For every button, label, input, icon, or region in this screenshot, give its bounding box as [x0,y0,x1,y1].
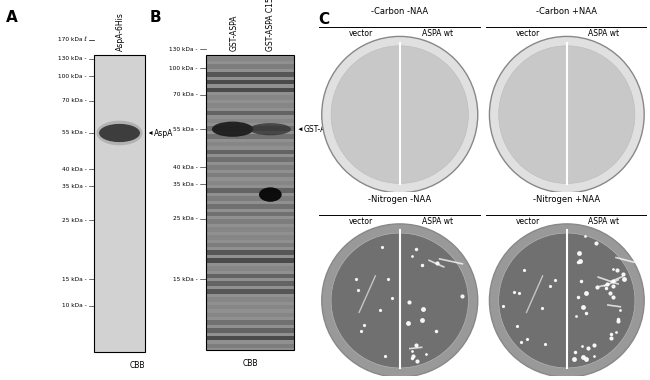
Text: 40 kDa -: 40 kDa - [173,165,198,170]
Text: 55 kDa -: 55 kDa - [62,130,86,136]
Bar [206,243,294,247]
Bar [206,305,294,309]
Text: 70 kDa -: 70 kDa - [173,92,198,98]
Bar [206,258,294,263]
Ellipse shape [489,224,644,377]
Text: 15 kDa -: 15 kDa - [173,277,198,282]
Bar [206,134,294,139]
Text: GST-ASPA C152W: GST-ASPA C152W [266,0,276,51]
Bar [206,142,294,146]
Text: 35 kDa -: 35 kDa - [62,184,86,189]
Ellipse shape [489,36,644,193]
Text: 130 kDa -: 130 kDa - [170,47,198,52]
Text: vector: vector [516,217,540,226]
Bar [206,220,294,224]
Bar [206,274,294,278]
Ellipse shape [322,36,478,193]
Text: 170 kDa ℓ: 170 kDa ℓ [58,37,86,43]
Ellipse shape [499,233,635,368]
Text: 55 kDa -: 55 kDa - [173,127,198,132]
Ellipse shape [322,224,478,377]
Bar [206,119,294,123]
Text: ASPA wt: ASPA wt [422,29,452,38]
Text: C: C [318,11,330,27]
Text: 10 kDa -: 10 kDa - [62,303,86,309]
Text: -Nitrogen +NAA: -Nitrogen +NAA [533,195,601,204]
Text: GST-ASPA: GST-ASPA [304,125,341,134]
Bar [206,289,294,294]
Bar [206,57,294,61]
Bar [206,312,294,317]
Text: vector: vector [516,29,540,38]
Bar [206,344,294,348]
Bar [206,80,294,84]
Bar [206,227,294,232]
Bar [94,55,145,352]
Bar [206,282,294,286]
Bar [206,328,294,332]
Bar [206,320,294,325]
Bar [206,180,294,185]
Ellipse shape [331,233,469,368]
Bar [206,103,294,108]
Text: -Carbon +NAA: -Carbon +NAA [536,6,597,16]
Text: ASPA wt: ASPA wt [588,217,619,226]
Text: CBB: CBB [129,361,145,370]
Text: -Carbon -NAA: -Carbon -NAA [371,6,428,16]
Bar [206,188,294,193]
Text: 40 kDa -: 40 kDa - [62,166,86,172]
Text: 100 kDa -: 100 kDa - [58,73,86,79]
Text: GST-ASPA: GST-ASPA [230,15,239,51]
Bar [206,150,294,154]
Text: 70 kDa -: 70 kDa - [62,98,86,103]
Ellipse shape [331,46,469,184]
Bar [206,55,294,350]
Text: vector: vector [348,217,373,226]
Text: AspA: AspA [154,128,174,138]
Ellipse shape [96,121,142,146]
Bar [206,204,294,209]
Text: B: B [150,10,161,24]
Bar [206,88,294,92]
Bar [206,297,294,302]
Bar [206,196,294,201]
Ellipse shape [250,123,291,135]
Ellipse shape [99,124,140,142]
Bar [206,212,294,216]
Ellipse shape [212,122,254,137]
Bar [206,336,294,340]
Text: 15 kDa -: 15 kDa - [62,277,86,282]
Text: A: A [6,10,18,24]
Ellipse shape [259,187,281,202]
Text: 25 kDa -: 25 kDa - [173,216,198,221]
Text: ASPA wt: ASPA wt [422,217,452,226]
Bar [206,165,294,170]
Ellipse shape [499,46,635,184]
Bar [206,95,294,100]
Bar [206,127,294,131]
Bar [206,266,294,271]
Text: 35 kDa -: 35 kDa - [173,182,198,187]
Bar [206,157,294,162]
Text: ASPA wt: ASPA wt [588,29,619,38]
Bar [206,72,294,77]
Text: 25 kDa -: 25 kDa - [62,218,86,223]
Bar [206,173,294,177]
Text: CBB: CBB [242,359,258,368]
Text: 130 kDa -: 130 kDa - [58,56,86,62]
Text: -Nitrogen -NAA: -Nitrogen -NAA [368,195,432,204]
Bar [206,64,294,69]
Text: vector: vector [348,29,373,38]
Bar [206,235,294,239]
Bar [206,250,294,255]
Text: 100 kDa -: 100 kDa - [170,66,198,71]
Bar [206,111,294,116]
Text: AspA-6His: AspA-6His [116,13,125,51]
